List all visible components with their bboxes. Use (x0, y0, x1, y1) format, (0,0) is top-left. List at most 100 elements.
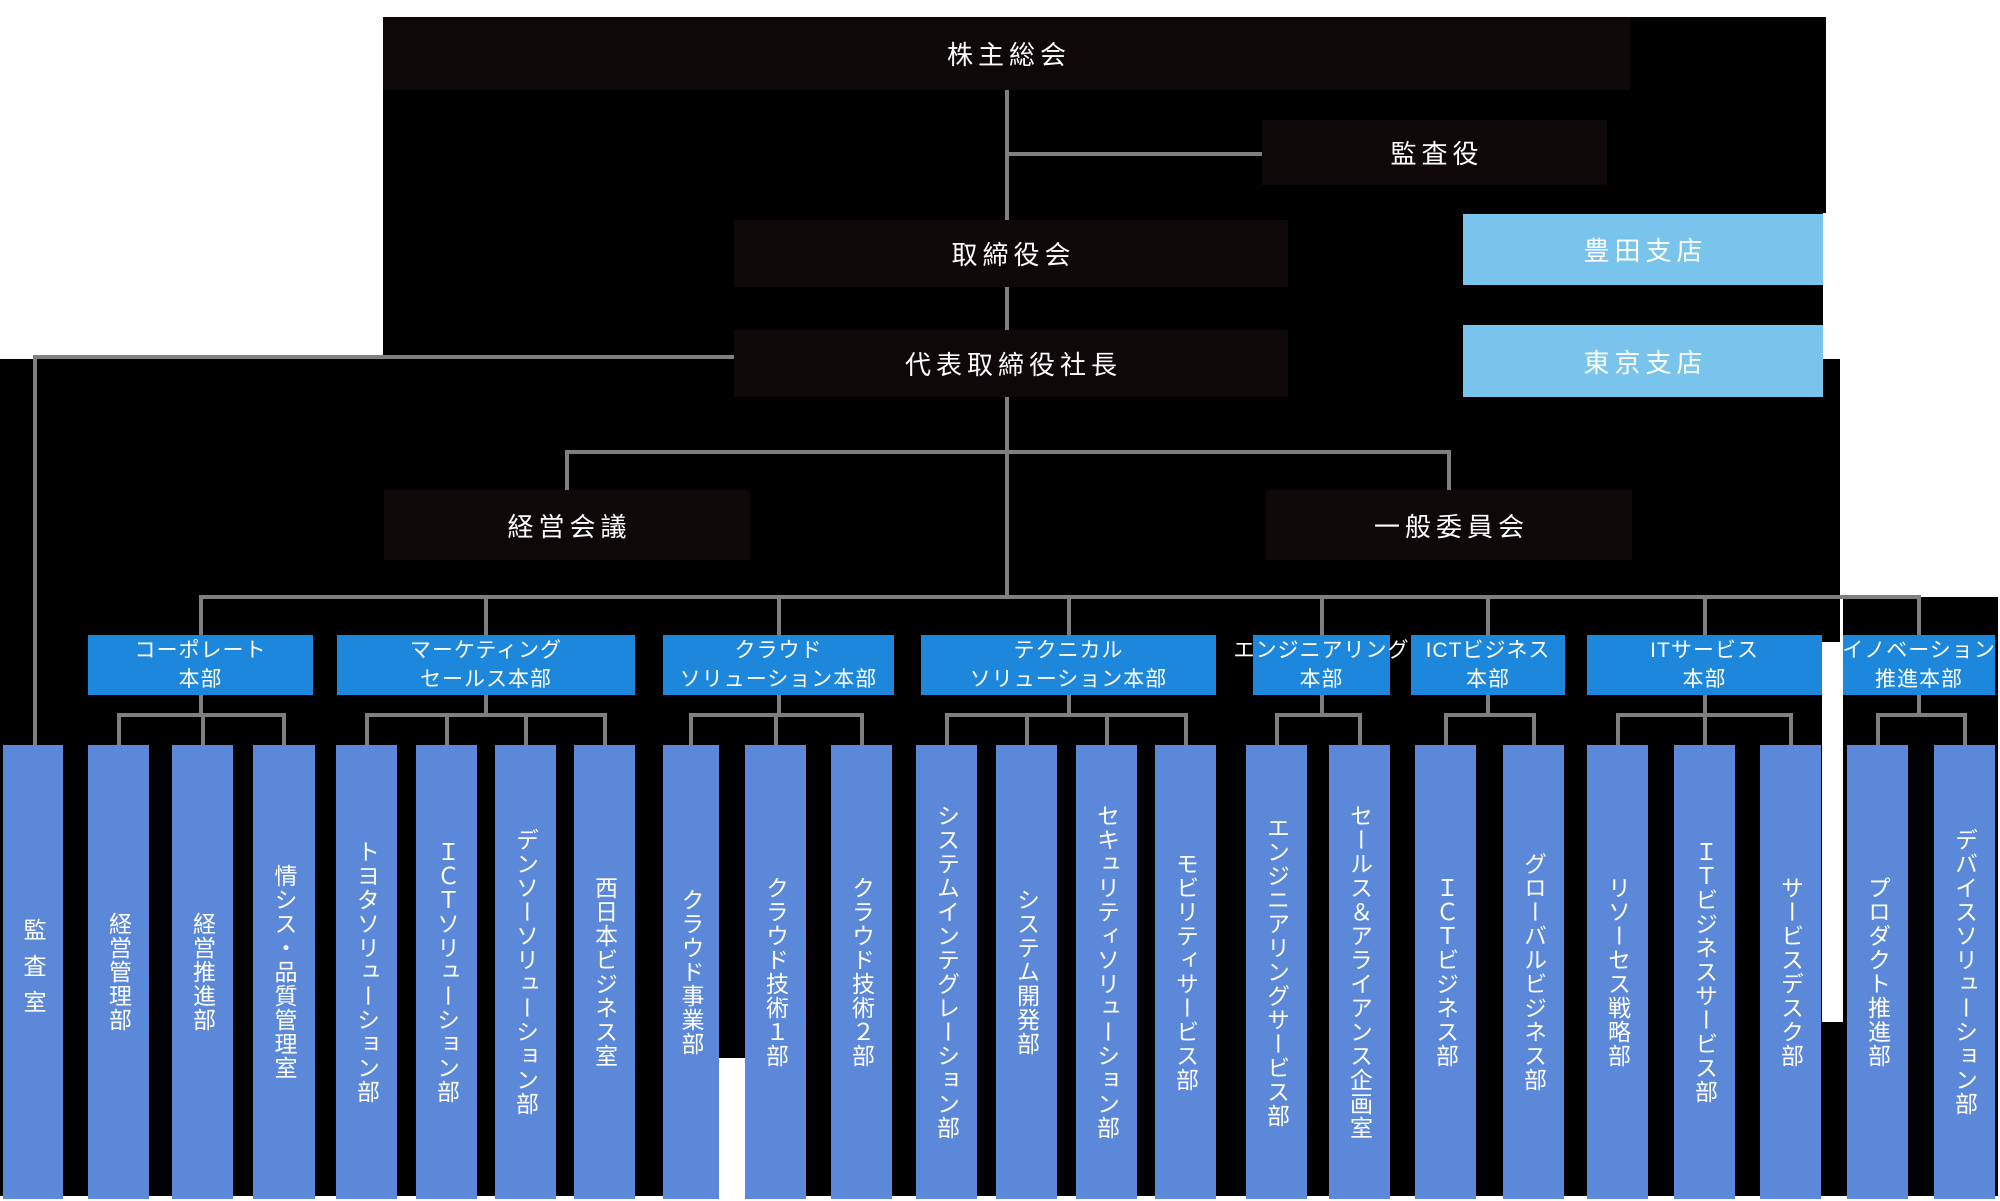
division-label-line: 本部 (1682, 668, 1727, 691)
connector-line (1275, 713, 1362, 717)
division-header-marketing-sales-division: マーケティング セールス本部 (337, 635, 635, 695)
connector-line (1789, 713, 1793, 747)
division-header-ict-business-division: ICTビジネス 本部 (1411, 635, 1565, 695)
node-label: 豊田支店 (1583, 236, 1708, 266)
department-label: プロダクト推進部 (1864, 876, 1891, 1068)
connector-line (1447, 450, 1451, 492)
connector-line (1703, 693, 1707, 715)
connector-line (1963, 713, 1967, 747)
department-system-integration-dept: システムインテグレーション部 (916, 745, 977, 1199)
connector-line (199, 595, 1921, 599)
department-it-business-service-dept: ＩＴビジネスサービス部 (1674, 745, 1735, 1199)
node-label: 経営会議 (507, 511, 632, 542)
connector-line (33, 355, 37, 747)
department-cloud-technology-1-dept: クラウド技術１部 (745, 745, 806, 1199)
connector-line (565, 450, 569, 492)
department-label: セキュリティソリューション部 (1093, 804, 1120, 1140)
division-label-line: 推進本部 (1875, 668, 1963, 691)
connector-line (1917, 595, 1921, 637)
department-product-promotion-dept: プロダクト推進部 (1847, 745, 1908, 1199)
connector-line (565, 450, 1451, 454)
department-label: セールス＆アライアンス企画室 (1346, 804, 1373, 1140)
connector-line (1005, 397, 1009, 597)
department-label: ＩＣＴソリューション部 (433, 840, 460, 1104)
department-cloud-technology-2-dept: クラウド技術２部 (831, 745, 892, 1199)
connector-line (1005, 90, 1009, 222)
connector-line (945, 713, 949, 747)
connector-line (117, 713, 121, 747)
node-general-committee: 一般委員会 (1266, 490, 1632, 560)
division-header-technical-solution-division: テクニカル ソリューション本部 (921, 635, 1216, 695)
division-label-line: ソリューション本部 (679, 668, 878, 691)
department-label: ＩＴビジネスサービス部 (1691, 840, 1718, 1104)
department-label: 監査室 (20, 918, 46, 1026)
connector-line (689, 713, 693, 747)
department-mobility-service-dept: モビリティサービス部 (1155, 745, 1216, 1199)
connector-line (484, 595, 488, 637)
node-label: 代表取締役社長 (904, 350, 1122, 380)
department-label: 西日本ビジネス室 (591, 876, 618, 1068)
division-label-line: エンジニアリング (1233, 639, 1410, 662)
division-label-line: コーポレート (134, 639, 267, 662)
connector-line (1616, 713, 1620, 747)
department-audit-office: 監査室 (3, 745, 63, 1199)
connector-line (1184, 713, 1188, 747)
connector-line (1917, 693, 1921, 715)
connector-line (199, 693, 203, 715)
node-board-of-directors: 取締役会 (734, 220, 1288, 287)
node-label: 取締役会 (951, 240, 1076, 270)
department-denso-solution-dept: デンソーソリューション部 (495, 745, 556, 1199)
connector-line (1444, 713, 1448, 747)
department-label: 経営推進部 (189, 912, 216, 1032)
connector-line (1358, 713, 1362, 747)
connector-line (201, 713, 205, 747)
department-label: トヨタソリューション部 (353, 840, 380, 1104)
division-label-line: テクニカル (1013, 639, 1124, 662)
connector-line (774, 713, 778, 747)
connector-line (199, 595, 203, 637)
department-label: リソーセス戦略部 (1604, 876, 1631, 1068)
connector-line (1067, 595, 1071, 637)
connector-line (777, 595, 781, 637)
department-management-promotion-dept: 経営推進部 (172, 745, 233, 1199)
connector-line (1703, 713, 1707, 747)
division-label-line: マーケティング (409, 639, 563, 662)
connector-line (777, 693, 781, 715)
department-engineering-service-dept: エンジニアリングサービス部 (1246, 745, 1307, 1199)
connector-line (1876, 713, 1880, 747)
department-infosys-quality-control-office: 情シス・品質管理室 (253, 745, 315, 1199)
connector-line (860, 713, 864, 747)
connector-line (1532, 713, 1536, 747)
node-label: 一般委員会 (1373, 511, 1529, 542)
department-label: エンジニアリングサービス部 (1263, 816, 1290, 1128)
node-label: 株主総会 (946, 40, 1071, 70)
department-label: モビリティサービス部 (1172, 852, 1199, 1092)
department-label: 経営管理部 (105, 912, 132, 1032)
department-label: システムインテグレーション部 (933, 804, 960, 1140)
node-toyoda-branch: 豊田支店 (1463, 214, 1823, 285)
node-label: 監査役 (1390, 139, 1484, 169)
connector-line (1105, 713, 1109, 747)
department-device-solution-dept: デバイスソリューション部 (1934, 745, 1995, 1199)
connector-line (282, 713, 286, 747)
connector-line (1703, 595, 1707, 637)
department-label: ＩＣＴビジネス部 (1432, 876, 1459, 1068)
department-system-development-dept: システム開発部 (996, 745, 1057, 1199)
division-header-it-service-division: ITサービス 本部 (1587, 635, 1822, 695)
connector-line (1444, 713, 1536, 717)
department-ict-solution-dept: ＩＣＴソリューション部 (416, 745, 477, 1199)
department-security-solution-dept: セキュリティソリューション部 (1076, 745, 1137, 1199)
connector-line (1320, 595, 1324, 637)
department-management-control-dept: 経営管理部 (88, 745, 149, 1199)
department-cloud-business-dept: クラウド事業部 (663, 745, 719, 1199)
department-label: クラウド技術２部 (848, 876, 875, 1068)
department-service-desk-dept: サービスデスク部 (1760, 745, 1821, 1199)
department-label: クラウド技術１部 (762, 876, 789, 1068)
division-header-corporate-division: コーポレート 本部 (88, 635, 313, 695)
connector-line (1025, 713, 1029, 747)
department-label: システム開発部 (1013, 888, 1040, 1056)
connector-line (1486, 595, 1490, 637)
division-label-line: セールス本部 (420, 668, 552, 691)
division-label-line: ITサービス (1650, 639, 1759, 662)
